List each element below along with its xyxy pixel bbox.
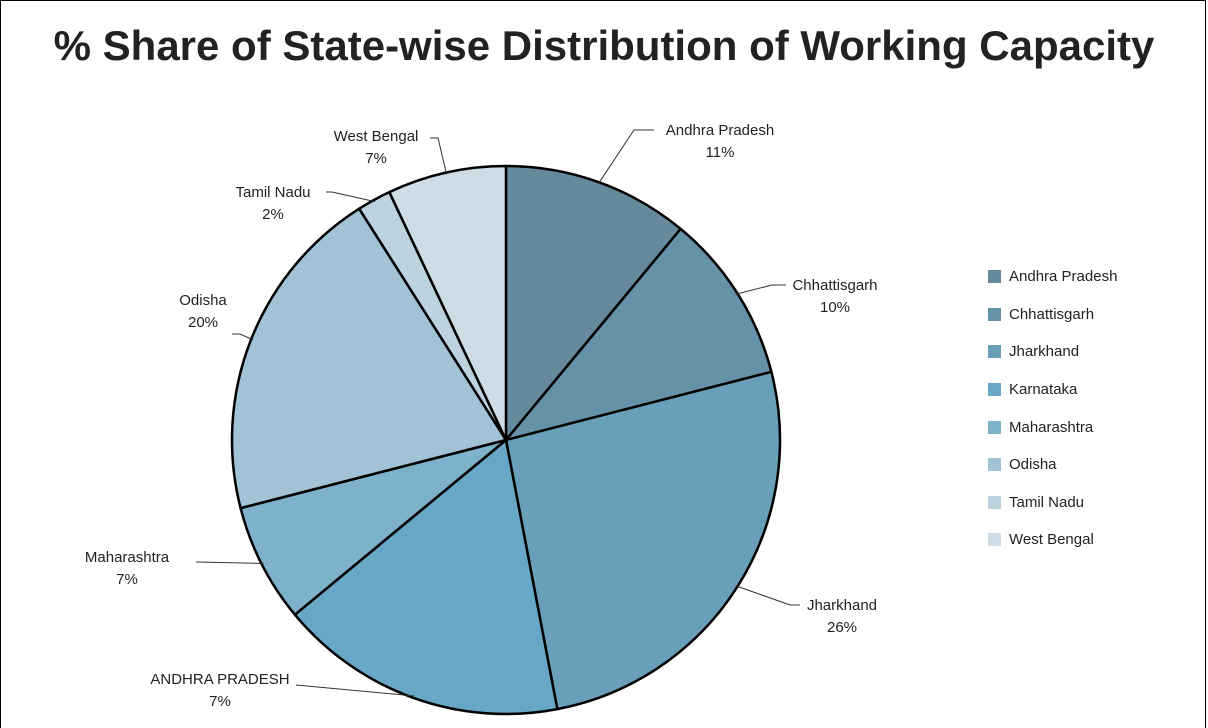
slice-label-name: Odisha <box>179 292 227 309</box>
legend-item: Maharashtra <box>988 408 1117 446</box>
slice-label-name: West Bengal <box>334 128 419 145</box>
slice-label-name: Chhattisgarh <box>792 277 877 294</box>
legend-swatch <box>988 270 1001 284</box>
leader-line <box>597 129 654 185</box>
pie-slice-andhra-pradesh <box>293 438 559 716</box>
legend-item: Andhra Pradesh <box>988 258 1117 296</box>
legend-label: Maharashtra <box>1009 418 1094 436</box>
legend-swatch <box>988 495 1001 509</box>
leader-line <box>195 561 264 564</box>
legend-item: Odisha <box>988 446 1117 484</box>
legend-label: Tamil Nadu <box>1009 493 1085 511</box>
legend-item: Chhattisgarh <box>988 296 1117 334</box>
legend-label: Andhra Pradesh <box>1009 268 1118 286</box>
leader-line <box>295 684 414 697</box>
legend-label: Odisha <box>1009 456 1057 474</box>
leader-line <box>735 585 800 606</box>
legend-label: West Bengal <box>1009 531 1094 549</box>
legend-label: Karnataka <box>1009 381 1078 399</box>
legend-swatch <box>988 383 1001 397</box>
slice-label-name: Tamil Nadu <box>235 184 310 201</box>
slice-label-name: Maharashtra <box>85 549 170 566</box>
legend-swatch <box>988 307 1001 321</box>
slice-label-name: Andhra Pradesh <box>666 122 774 139</box>
chart-title: % Share of State-wise Distribution of Wo… <box>53 22 1155 69</box>
legend-label: Jharkhand <box>1009 343 1080 361</box>
legend-swatch <box>988 458 1001 472</box>
slice-label-percent: 7% <box>365 150 387 167</box>
slice-label-percent: 7% <box>116 571 138 588</box>
leader-line <box>326 191 376 203</box>
legend-swatch <box>988 345 1001 359</box>
leader-line <box>232 333 254 341</box>
leader-line <box>430 137 448 175</box>
legend-label: Chhattisgarh <box>1009 305 1095 323</box>
slice-label-percent: 10% <box>820 299 850 316</box>
pie-slice-chhattisgarh <box>504 227 773 442</box>
legend-item: West Bengal <box>988 521 1117 559</box>
legend-item: Jharkhand <box>988 333 1117 371</box>
legend-item: Tamil Nadu <box>988 484 1117 522</box>
slice-label-percent: 11% <box>706 144 735 161</box>
legend-swatch <box>988 533 1001 547</box>
slice-label-percent: 20% <box>188 314 218 331</box>
slice-label-name: ANDHRA PRADESH <box>150 671 289 688</box>
legend: Andhra Pradesh Chhattisgarh Jharkhand Karna… <box>988 258 1117 559</box>
slice-label-percent: 2% <box>262 206 284 223</box>
slice-label-name: Jharkhand <box>807 597 877 614</box>
slice-label-percent: 26% <box>827 619 857 636</box>
legend-item: Karnataka <box>988 371 1117 409</box>
pie-slice-maharashtra <box>239 438 508 616</box>
slice-label-percent: 7% <box>209 693 231 710</box>
legend-swatch <box>988 420 1001 434</box>
leader-line <box>735 284 786 295</box>
